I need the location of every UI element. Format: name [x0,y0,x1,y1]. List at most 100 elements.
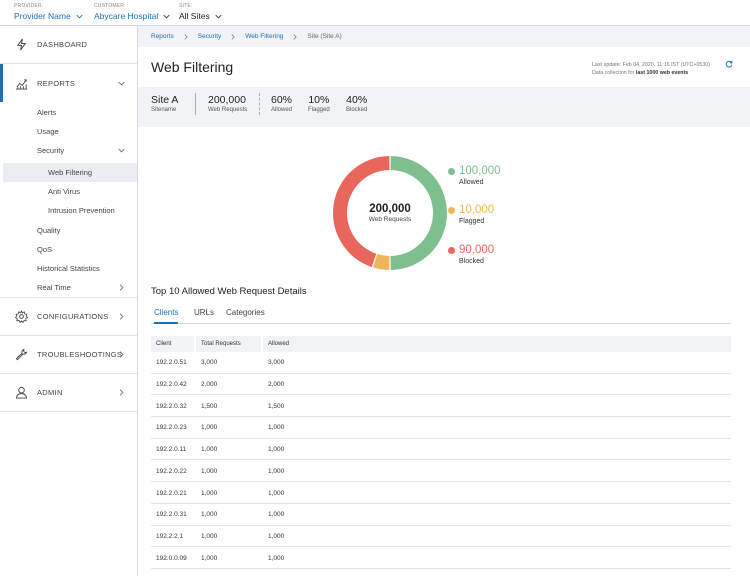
table-row[interactable]: 192.2.0.11 1,000 1,000 [151,439,731,461]
sidebar-item-historical-statistics[interactable]: Historical Statistics [0,259,137,278]
legend-label: Allowed [459,179,484,186]
divider [259,93,260,115]
sidebar-item-anti-virus[interactable]: Anti Virus [0,182,137,201]
legend-value: 100,000 [459,165,501,177]
sidebar-item-usage[interactable]: Usage [0,122,137,141]
chevron-down-icon[interactable] [118,80,125,87]
sidebar-item-web-filtering[interactable]: Web Filtering [3,163,137,182]
donut-segment-allowed[interactable] [390,156,448,270]
chevron-right-icon[interactable] [118,389,125,396]
sidebar-item-admin[interactable]: ADMIN [0,374,137,412]
breadcrumb-reports[interactable]: Reports [151,33,174,40]
cell-allowed: 1,000 [268,489,285,497]
gear-icon [15,310,28,323]
user-icon [15,386,28,399]
wrench-icon [15,348,28,361]
last-update-info: Last update: Feb 04, 2020, 11:16 IST (UT… [592,61,710,77]
cell-client: 192.2.0.23 [156,424,187,432]
legend-dot [448,207,455,214]
tab-clients[interactable]: Clients [154,308,179,324]
legend-label: Flagged [459,218,485,225]
legend-value: 90,000 [459,244,495,256]
summary-blocked-label: Blocked [346,107,368,113]
summary-site-label: Sitename [151,107,177,113]
table-row[interactable]: 192.0.0.09 1,000 1,000 [151,547,731,569]
sidebar-item-reports[interactable]: REPORTS [0,64,137,102]
table-row[interactable]: 192.2.0.51 3,000 3,000 [151,352,731,374]
customer-label: CUSTOMER: [94,3,126,9]
sidebar-item-label: Anti Virus [48,187,80,196]
summary-allowed: 60% Allowed [271,94,292,113]
column-header-client[interactable]: Client [151,336,194,352]
chevron-down-icon[interactable] [76,13,83,20]
summary-allowed-label: Allowed [271,107,293,113]
column-header-total-requests[interactable]: Total Requests [196,336,261,352]
cell-total-requests: 1,000 [201,467,218,475]
chevron-right-icon[interactable] [118,313,125,320]
customer-value[interactable]: Abycare Hospital [94,11,159,21]
chevron-down-icon[interactable] [118,147,125,154]
donut-chart: 200,000 Web Requests [331,154,449,272]
sidebar-item-qos[interactable]: QoS [0,240,137,259]
chevron-down-icon[interactable] [163,13,170,20]
cell-total-requests: 2,000 [201,381,218,389]
sidebar-item-security[interactable]: Security [0,141,137,160]
cell-allowed: 3,000 [268,359,285,367]
sidebar-item-alerts[interactable]: Alerts [0,103,137,122]
cell-allowed: 1,000 [268,424,285,432]
breadcrumb-web-filtering[interactable]: Web Filtering [245,33,284,40]
sidebar-item-label: Alerts [37,108,57,117]
sidebar-item-label: CONFIGURATIONS [37,312,109,321]
chevron-down-icon[interactable] [215,13,222,20]
donut-segment-flagged[interactable] [373,254,390,270]
legend-label: Blocked [459,258,484,265]
chevron-right-icon[interactable] [118,351,125,358]
summary-requests-label: Web Requests [208,107,248,113]
tab-categories[interactable]: Categories [226,308,265,317]
site-selector[interactable]: SITE: All Sites [179,3,222,21]
sidebar-item-label: Web Filtering [48,168,93,177]
tab-urls[interactable]: URLs [194,308,215,317]
cell-total-requests: 1,500 [201,402,218,410]
cell-total-requests: 1,000 [201,489,218,497]
cell-total-requests: 1,000 [201,511,218,519]
sidebar-item-troubleshootings[interactable]: TROUBLESHOOTINGS [0,336,137,374]
sidebar-item-label: TROUBLESHOOTINGS [37,350,123,359]
summary-flagged-value: 10% [308,94,330,106]
site-label: SITE: [179,3,193,9]
data-collection-prefix: Data collection for [591,70,636,76]
column-header-allowed[interactable]: Allowed [263,336,731,352]
summary-flagged-label: Flagged [308,107,330,113]
table-row[interactable]: 192.2.2.1 1,000 1,000 [151,526,731,548]
table-row[interactable]: 192.2.0.31 1,000 1,000 [151,504,731,526]
donut-center-value: 200,000 [369,203,411,215]
provider-value[interactable]: Provider Name [14,11,71,21]
chevron-right-icon[interactable] [118,284,125,291]
sidebar-item-label: Security [37,146,65,155]
table-row[interactable]: 192.2.0.21 1,000 1,000 [151,482,731,504]
table-row[interactable]: 192.2.0.42 2,000 2,000 [151,374,731,396]
sidebar-item-quality[interactable]: Quality [0,221,137,240]
breadcrumb-security[interactable]: Security [197,33,222,40]
cell-total-requests: 1,000 [201,554,218,562]
cell-client: 192.2.0.51 [156,359,187,367]
provider-selector[interactable]: PROVIDER: Provider Name [14,3,83,21]
table-row[interactable]: 192.2.0.23 1,000 1,000 [151,417,731,439]
sidebar-item-real-time[interactable]: Real Time [0,278,137,298]
sidebar-item-configurations[interactable]: CONFIGURATIONS [0,298,137,336]
refresh-icon[interactable] [725,60,733,68]
customer-selector[interactable]: CUSTOMER: Abycare Hospital [94,3,170,21]
sidebar-item-intrusion-prevention[interactable]: Intrusion Prevention [0,201,137,220]
breadcrumb-current: Site (Site A) [307,33,342,40]
site-value[interactable]: All Sites [179,11,210,21]
summary-blocked: 40% Blocked [346,94,367,113]
cell-allowed: 1,000 [268,467,285,475]
table-row[interactable]: 192.2.0.22 1,000 1,000 [151,461,731,483]
donut-segment-blocked[interactable] [333,156,390,267]
cell-allowed: 1,000 [268,446,285,454]
table-row[interactable]: 192.2.0.32 1,500 1,500 [151,395,731,418]
cell-client: 192.2.0.42 [156,381,187,389]
cell-total-requests: 3,000 [201,359,218,367]
sidebar-item-dashboard[interactable]: DASHBOARD [0,26,137,64]
cell-allowed: 1,000 [268,532,285,540]
